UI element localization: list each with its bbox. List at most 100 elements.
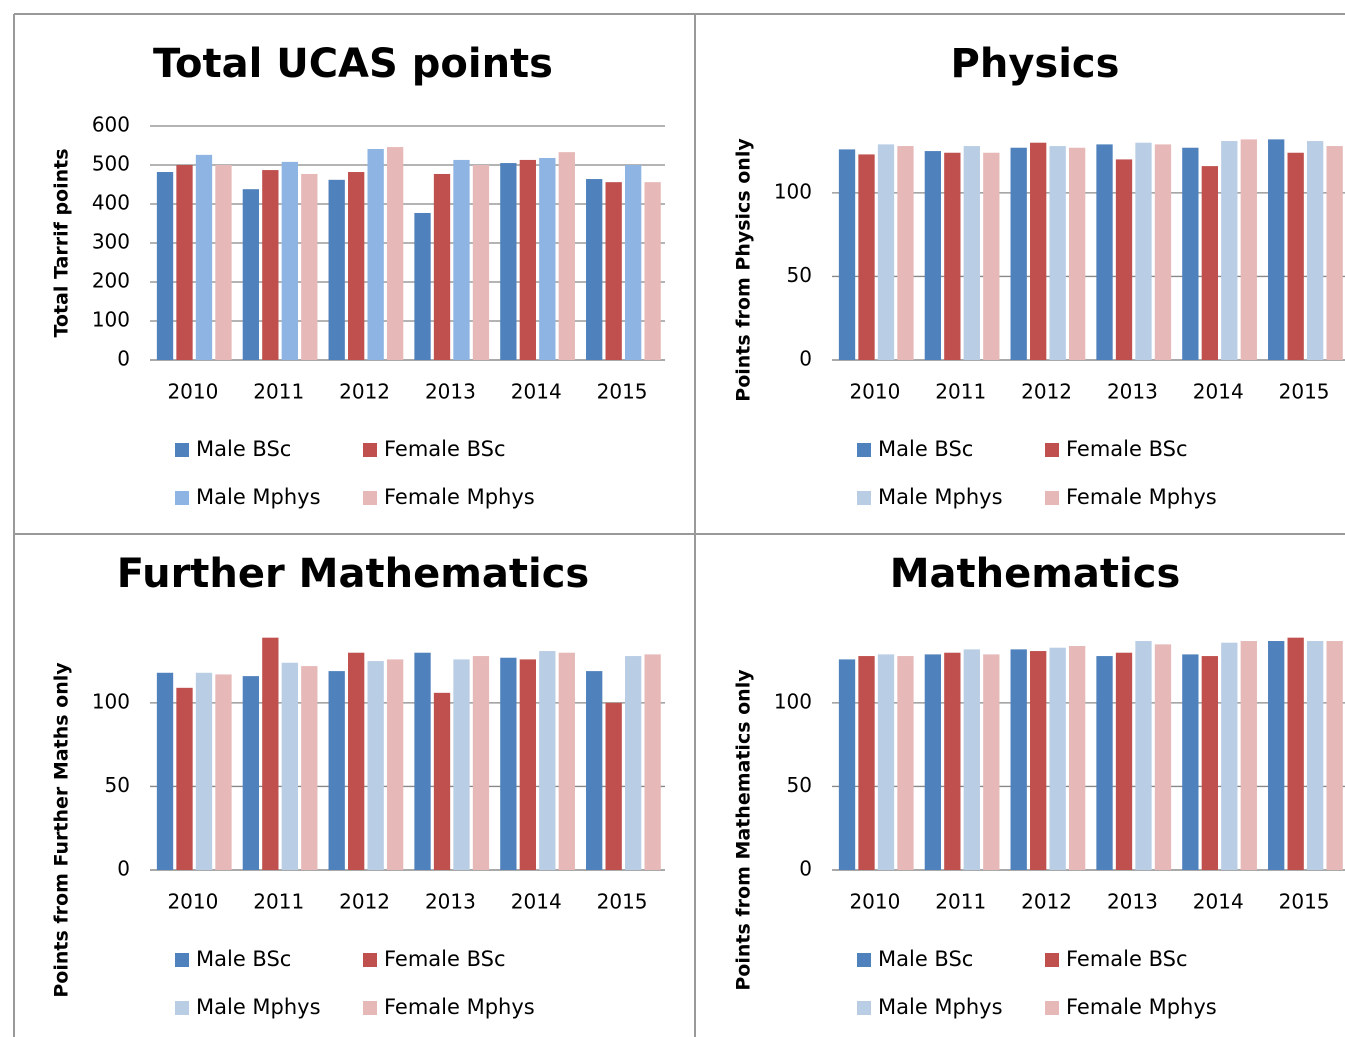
bar — [1287, 637, 1304, 870]
bar — [1115, 652, 1133, 870]
bar — [1201, 656, 1218, 870]
bar — [500, 163, 517, 360]
bar — [1326, 641, 1343, 870]
x-tick-label: 2012 — [339, 890, 390, 914]
y-tick-label: 200 — [92, 269, 130, 293]
y-tick-label: 0 — [799, 857, 812, 881]
legend-swatch — [857, 1001, 871, 1015]
bar — [1096, 144, 1113, 360]
x-tick-label: 2014 — [1193, 890, 1244, 914]
x-tick-label: 2014 — [511, 890, 562, 914]
bar — [262, 637, 279, 870]
bar — [281, 161, 298, 360]
legend-label: Male Mphys — [878, 485, 1003, 509]
bar — [176, 687, 193, 870]
bar — [1135, 641, 1152, 870]
bar — [858, 154, 875, 360]
legend-label: Male Mphys — [196, 995, 321, 1019]
bar — [1096, 656, 1113, 870]
x-tick-label: 2011 — [253, 890, 304, 914]
bar — [242, 676, 260, 870]
x-tick-label: 2015 — [1279, 890, 1330, 914]
legend-swatch — [857, 443, 871, 457]
legend-swatch — [363, 953, 377, 967]
x-tick-label: 2015 — [597, 380, 648, 404]
y-tick-label: 0 — [117, 347, 130, 371]
x-tick-label: 2010 — [167, 380, 218, 404]
bar — [1068, 147, 1086, 360]
bar — [625, 656, 642, 870]
bar — [519, 159, 536, 360]
bar — [539, 157, 556, 360]
bar — [386, 147, 404, 360]
bar — [963, 649, 980, 870]
bar — [328, 179, 345, 360]
bar — [1154, 644, 1172, 870]
legend-swatch — [363, 1001, 377, 1015]
bar — [414, 652, 431, 870]
y-tick-label: 100 — [774, 179, 812, 203]
bar — [1326, 146, 1343, 360]
bar — [858, 656, 875, 870]
bar — [1240, 641, 1257, 870]
bar — [386, 659, 404, 870]
y-tick-label: 100 — [92, 308, 130, 332]
legend-swatch — [175, 953, 189, 967]
x-tick-label: 2010 — [849, 890, 900, 914]
bar — [453, 159, 470, 360]
bar — [433, 692, 451, 870]
bar — [897, 656, 914, 870]
x-tick-label: 2012 — [339, 380, 390, 404]
bar — [924, 151, 942, 360]
bar — [1268, 139, 1285, 360]
bar — [586, 179, 603, 360]
legend-swatch — [175, 1001, 189, 1015]
y-axis-label: Total Tarrif points — [51, 148, 73, 337]
legend-swatch — [175, 491, 189, 505]
bar — [963, 146, 980, 360]
bar — [472, 165, 490, 360]
legend-label: Female BSc — [384, 947, 506, 971]
bar — [1182, 147, 1199, 360]
legend-label: Female BSc — [384, 437, 506, 461]
bar — [1307, 141, 1324, 360]
x-tick-label: 2010 — [849, 380, 900, 404]
bar — [156, 172, 174, 360]
bar — [1268, 641, 1285, 870]
bar — [195, 154, 213, 360]
x-tick-label: 2014 — [1193, 380, 1244, 404]
legend-label: Male Mphys — [878, 995, 1003, 1019]
bar — [944, 152, 961, 360]
chart-title: Total UCAS points — [153, 41, 553, 87]
bar — [1201, 166, 1218, 360]
bar — [877, 654, 895, 870]
legend-label: Female Mphys — [1066, 485, 1217, 509]
y-tick-label: 100 — [774, 689, 812, 713]
y-axis-label: Points from Further Maths only — [51, 662, 73, 998]
bar — [215, 165, 232, 360]
legend-label: Female Mphys — [384, 995, 535, 1019]
y-tick-label: 500 — [92, 152, 130, 176]
legend-swatch — [363, 491, 377, 505]
bar — [215, 674, 232, 870]
bar — [1010, 649, 1027, 870]
legend-label: Female Mphys — [1066, 995, 1217, 1019]
bar — [644, 654, 661, 870]
y-tick-label: 300 — [92, 230, 130, 254]
x-tick-label: 2011 — [935, 890, 986, 914]
bar — [644, 182, 661, 360]
legend-swatch — [1045, 443, 1059, 457]
y-tick-label: 0 — [117, 857, 130, 881]
y-tick-label: 50 — [787, 773, 812, 797]
bar — [1182, 654, 1199, 870]
legend-swatch — [1045, 1001, 1059, 1015]
x-tick-label: 2010 — [167, 890, 218, 914]
bar — [1307, 641, 1324, 870]
bar — [367, 149, 384, 360]
bar — [281, 662, 298, 870]
x-tick-label: 2015 — [597, 890, 648, 914]
bar — [242, 189, 260, 360]
bar — [558, 652, 575, 870]
bar — [838, 659, 856, 870]
bar — [877, 144, 895, 360]
